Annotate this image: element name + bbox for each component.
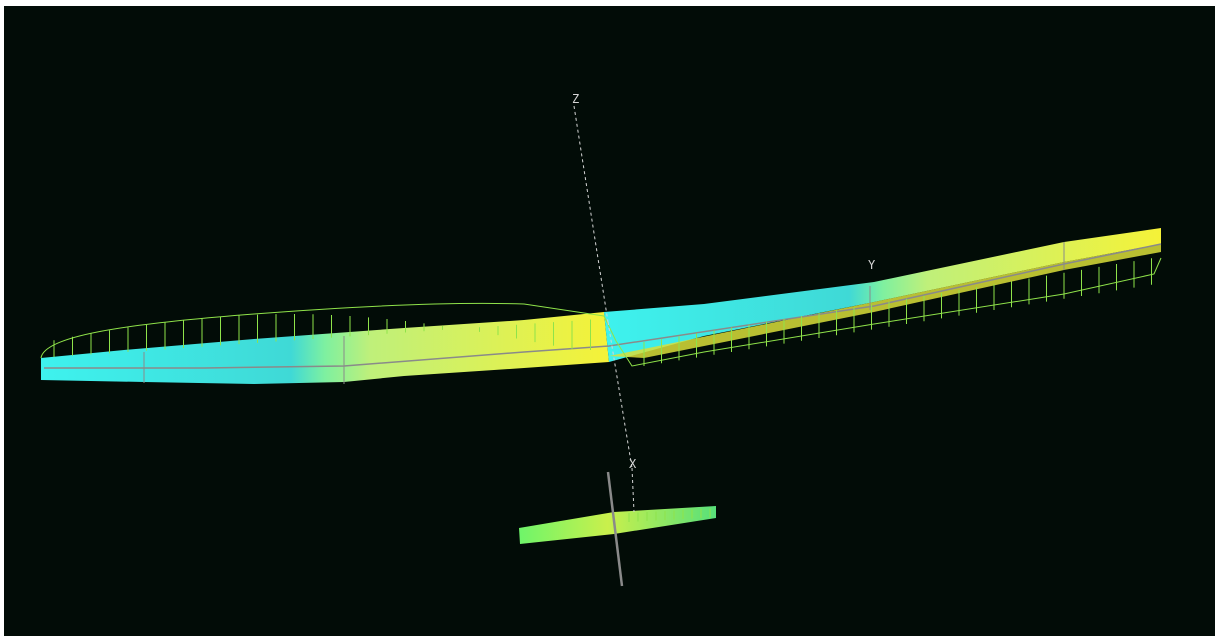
horizontal-tail [519, 471, 716, 587]
x-axis-ext [631, 467, 635, 513]
lift-distribution-outline [40, 257, 1162, 367]
tail-surface [519, 506, 716, 544]
wing-spar-line [44, 243, 1162, 369]
x-axis [607, 321, 633, 469]
fuselage-boom [606, 471, 624, 587]
z-axis-label: Z [572, 92, 579, 106]
aircraft-wireframe-view[interactable]: Z X Y [4, 6, 1215, 636]
wing-right-surface [604, 228, 1161, 362]
wing-left-surface [41, 312, 609, 384]
y-axis-label: Y [868, 258, 876, 272]
z-axis [573, 105, 609, 323]
coordinate-axes [573, 105, 635, 513]
3d-viewport[interactable]: Z X Y [4, 6, 1215, 636]
main-wing [41, 228, 1162, 384]
x-axis-label: X [629, 457, 637, 471]
